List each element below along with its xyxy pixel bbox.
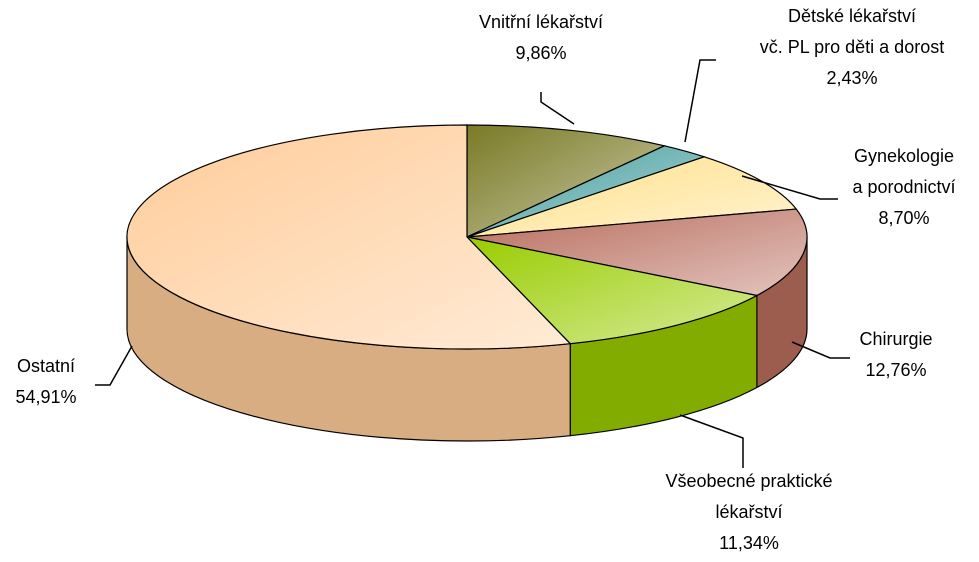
leader-line xyxy=(791,341,850,359)
slice-value-label: 9,86% xyxy=(515,43,566,63)
leader-line xyxy=(540,92,575,125)
slice-value-label: 2,43% xyxy=(826,68,877,88)
slice-label: Dětské lékařství vč. PL pro děti a dorost xyxy=(760,6,944,57)
leader-line xyxy=(95,345,133,386)
pie-slice xyxy=(466,208,808,297)
slice-label: Všeobecné praktické lékařství xyxy=(665,471,832,522)
leader-line xyxy=(679,414,744,468)
slice-value-label: 8,70% xyxy=(878,208,929,228)
pie-slice xyxy=(466,124,667,238)
slice-label: Chirurgie xyxy=(859,329,932,349)
leader-line xyxy=(741,175,838,200)
slice-label: Ostatní xyxy=(17,356,75,376)
slice-value-label: 54,91% xyxy=(15,387,76,407)
slice-value-label: 11,34% xyxy=(719,533,779,553)
slice-label: Vnitřní lékařství xyxy=(479,12,603,32)
slice-value-label: 12,76% xyxy=(865,360,926,380)
leader-line xyxy=(684,59,716,143)
pie-slice xyxy=(126,124,572,350)
slice-label: Gynekologie a porodnictví xyxy=(852,146,955,197)
pie-slice xyxy=(465,236,759,345)
